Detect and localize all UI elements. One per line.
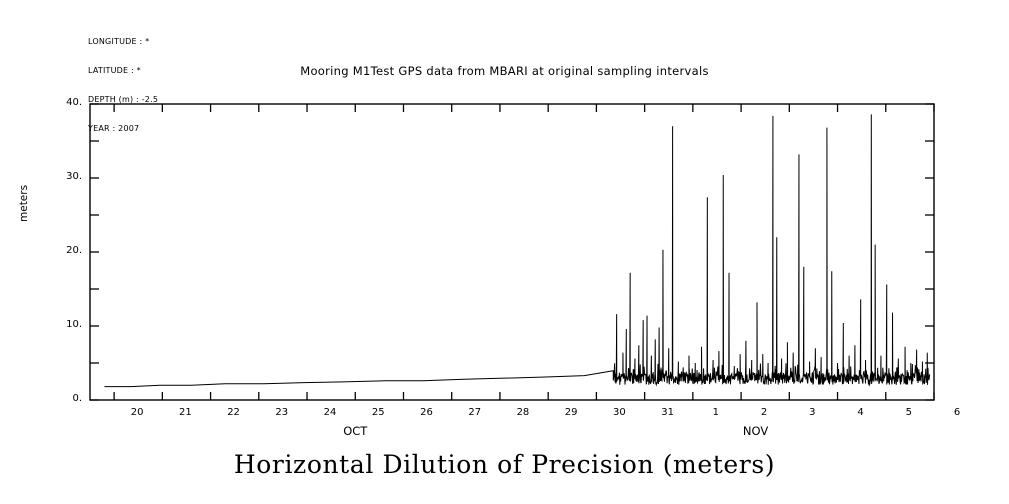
y-tick-label-0: 0.: [72, 393, 82, 404]
axis-layer: [90, 103, 935, 401]
x-tick-label-3: 3: [809, 407, 816, 418]
month-label-nov: NOV: [742, 424, 769, 438]
metadata-block: LONGITUDE : * LATITUDE : * DEPTH (m) : -…: [88, 18, 158, 152]
x-tick-label-28: 28: [516, 407, 530, 418]
month-label-oct: OCT: [343, 424, 368, 438]
x-tick-label-4: 4: [857, 407, 864, 418]
x-tick-label-2: 2: [760, 407, 768, 418]
metadata-year: YEAR : 2007: [88, 123, 140, 133]
x-tick-label-5: 5: [905, 407, 912, 418]
chart-title: Mooring M1Test GPS data from MBARI at or…: [300, 64, 709, 78]
x-tick-label-21: 21: [178, 407, 192, 418]
metadata-depth: DEPTH (m) : -2.5: [88, 94, 159, 104]
plot-frame: [89, 103, 935, 401]
x-tick-label-24: 24: [323, 407, 337, 418]
x-tick-label-1: 1: [712, 407, 720, 418]
x-tick-label-6: 6: [953, 407, 961, 418]
x-tick-label-26: 26: [420, 407, 433, 418]
data-series-hdop: [104, 114, 931, 388]
x-tick-label-25: 25: [371, 407, 385, 418]
y-tick-label-40: 40.: [66, 97, 82, 108]
x-tick-label-22: 22: [227, 407, 240, 418]
x-tick-label-27: 27: [468, 407, 482, 418]
figure-caption: Horizontal Dilution of Precision (meters…: [233, 450, 776, 479]
x-tick-label-20: 20: [130, 407, 144, 418]
metadata-latitude: LATITUDE : *: [88, 65, 141, 75]
data-series-layer: [104, 114, 931, 388]
x-tick-label-31: 31: [661, 407, 674, 418]
x-tick-label-23: 23: [275, 407, 289, 418]
x-tick-label-29: 29: [564, 407, 578, 418]
y-tick-label-10: 10.: [66, 319, 82, 330]
metadata-longitude: LONGITUDE : *: [88, 37, 150, 47]
x-tick-label-30: 30: [613, 407, 626, 418]
y-tick-label-20: 20.: [66, 245, 82, 256]
y-tick-label-30: 30.: [66, 171, 82, 182]
